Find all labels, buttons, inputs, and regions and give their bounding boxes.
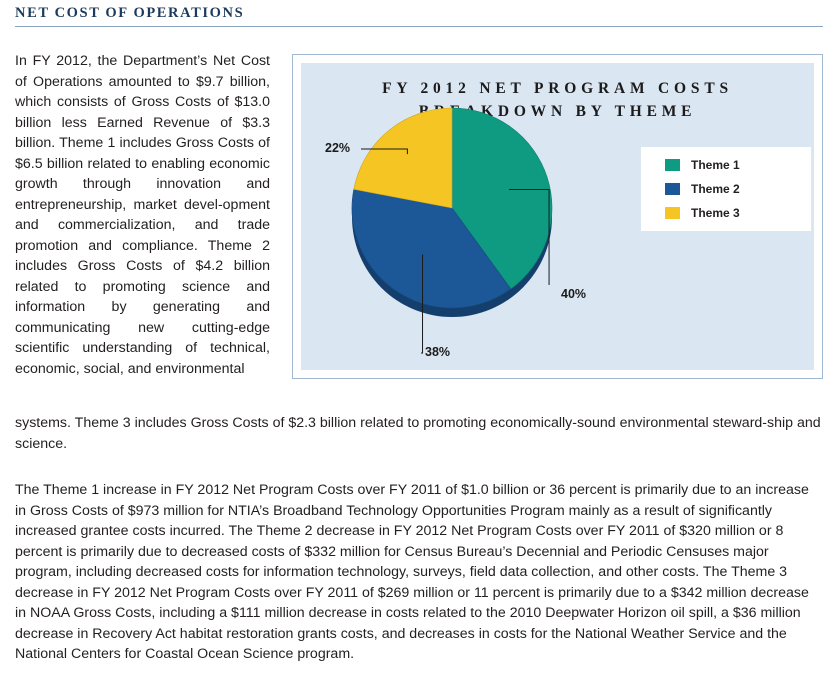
data-label-theme-3: 22% [325,141,351,155]
paragraph-intro-continued: systems. Theme 3 includes Gross Costs of… [15,415,821,452]
pie-chart [351,107,553,354]
section-heading: NET COST OF OPERATIONS [15,5,245,21]
data-label-theme-1: 40% [561,287,587,301]
legend-swatch-theme-2 [665,183,680,195]
data-label-theme-2: 38% [425,345,451,359]
chart-background: FY 2012 NET PROGRAM COSTS BREAKDOWN BY T… [301,63,814,370]
legend-label-theme-3: Theme 3 [691,206,740,220]
legend-label-theme-2: Theme 2 [691,182,740,196]
heading-divider [15,26,823,27]
legend-item-theme-2: Theme 2 [665,181,740,197]
chart-legend: Theme 1 Theme 2 Theme 3 [641,147,811,231]
legend-swatch-theme-1 [665,159,680,171]
legend-item-theme-1: Theme 1 [665,157,740,173]
legend-item-theme-3: Theme 3 [665,205,740,221]
pie-slice-theme-1 [451,107,553,290]
leader-line-theme-1 [509,188,550,285]
pie-slice-theme-3 [353,107,453,209]
pie-slice-theme-2 [351,188,512,309]
chart-title-line-1: FY 2012 NET PROGRAM COSTS [382,80,733,97]
chart-title: FY 2012 NET PROGRAM COSTS BREAKDOWN BY T… [301,77,814,123]
leader-line-theme-2 [421,254,424,354]
leader-line-theme-3 [361,148,408,155]
paragraph-intro: In FY 2012, the Department’s Net Cost of… [15,53,270,377]
paragraph-theme-changes: The Theme 1 increase in FY 2012 Net Prog… [15,482,809,662]
legend-label-theme-1: Theme 1 [691,158,740,172]
legend-swatch-theme-3 [665,207,680,219]
pie-chart-panel: FY 2012 NET PROGRAM COSTS BREAKDOWN BY T… [292,54,823,379]
